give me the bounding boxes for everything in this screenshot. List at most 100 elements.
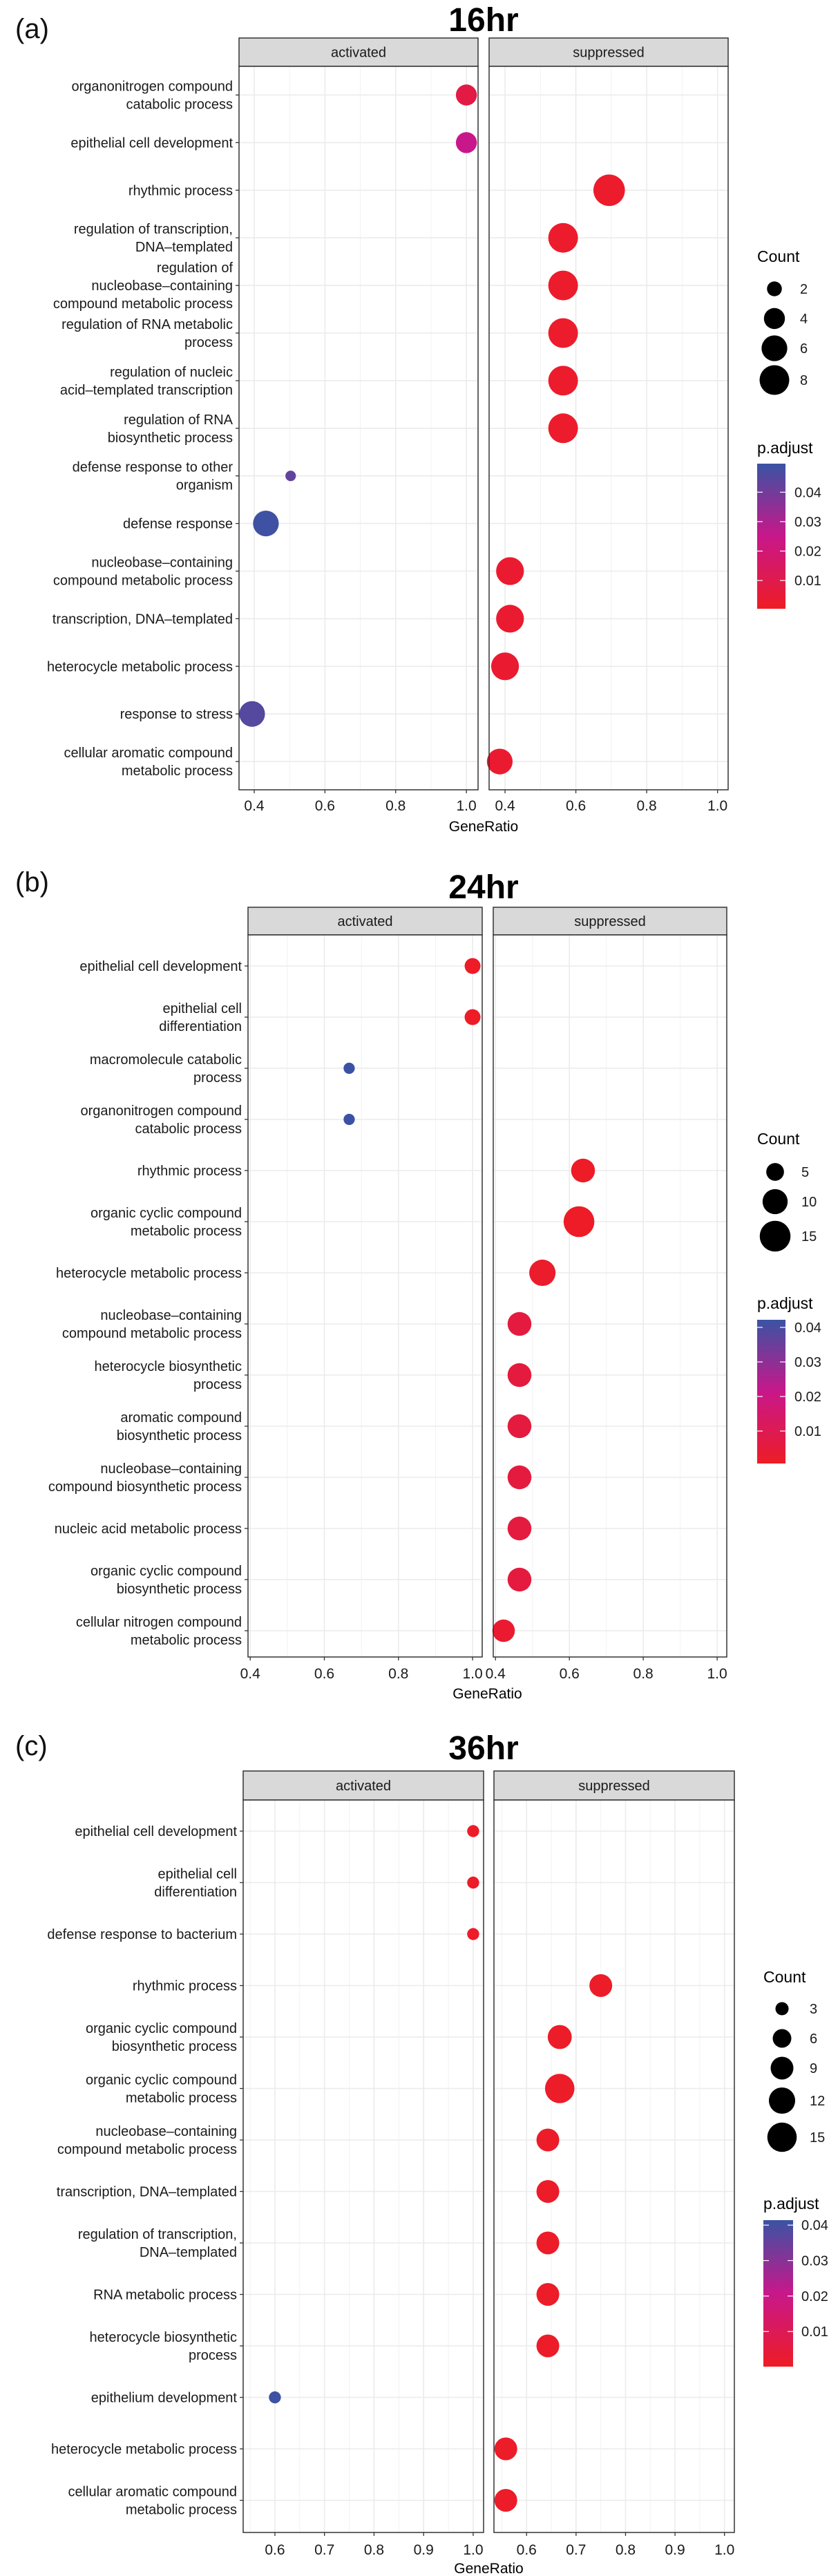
data-point bbox=[494, 2489, 517, 2512]
row-label: heterocycle metabolic process bbox=[56, 1266, 242, 1281]
count-legend-label: 12 bbox=[810, 2094, 825, 2109]
data-point bbox=[536, 2180, 560, 2203]
row-label: heterocycle metabolic process bbox=[51, 2442, 237, 2457]
x-tick-label: 0.4 bbox=[244, 798, 265, 814]
data-point bbox=[285, 471, 296, 482]
color-legend-label: 0.04 bbox=[794, 1320, 821, 1336]
row-label-line: process bbox=[193, 1070, 242, 1086]
row-label: transcription, DNA–templated bbox=[53, 612, 233, 627]
row-label-line: macromolecule catabolic bbox=[90, 1052, 242, 1068]
row-label-line: compound metabolic process bbox=[62, 1326, 242, 1341]
panel-background bbox=[243, 1800, 484, 2532]
row-label: nucleic acid metabolic process bbox=[55, 1522, 242, 1537]
row-label: epithelial cell differentiation bbox=[154, 1867, 237, 1900]
data-point bbox=[467, 1876, 479, 1889]
data-point bbox=[464, 1009, 481, 1025]
row-label: aromatic compound biosynthetic process bbox=[117, 1410, 242, 1443]
row-label: heterocycle biosynthetic process bbox=[95, 1359, 242, 1392]
x-tick-label: 1.0 bbox=[463, 2542, 483, 2558]
data-point bbox=[536, 2128, 560, 2152]
row-label-line: DNA–templated bbox=[140, 2245, 237, 2260]
legend: Count 5 10 15 p.adjust 0.04 0.03 0.02 0.01 bbox=[757, 1130, 821, 1464]
row-label: nucleobase–containing compound metabolic … bbox=[62, 1308, 242, 1341]
row-label: RNA metabolic process bbox=[93, 2288, 237, 2303]
color-legend-bar bbox=[757, 1320, 785, 1464]
row-label-line: organonitrogen compound bbox=[71, 79, 233, 95]
x-tick-label: 1.0 bbox=[707, 798, 727, 814]
panel-letter: (a) bbox=[15, 14, 49, 44]
row-label-line: epithelial cell development bbox=[79, 959, 242, 974]
x-tick-label: 0.9 bbox=[665, 2542, 685, 2558]
data-point bbox=[455, 84, 477, 106]
data-point bbox=[593, 174, 625, 207]
row-label-line: rhythmic process bbox=[137, 1164, 242, 1179]
row-label-line: regulation of RNA metabolic bbox=[61, 317, 233, 332]
panel-border bbox=[493, 1799, 735, 2533]
color-legend-bar bbox=[763, 2220, 793, 2367]
row-label-line: heterocycle metabolic process bbox=[56, 1266, 242, 1281]
row-label-line: transcription, DNA–templated bbox=[53, 612, 233, 627]
data-point bbox=[507, 1465, 532, 1490]
x-tick-label: 1.0 bbox=[714, 2542, 734, 2558]
row-label-line: organonitrogen compound bbox=[80, 1104, 242, 1119]
panel-24hr: (b) 24hr activated 0.4 0.6 0.8 1.0 suppressed 0.… bbox=[15, 867, 821, 1702]
data-point bbox=[548, 413, 578, 444]
row-label-line: defense response bbox=[123, 517, 233, 532]
row-label: transcription, DNA–templated bbox=[57, 2185, 237, 2200]
row-label-line: heterocycle metabolic process bbox=[47, 659, 233, 674]
row-label-line: organic cyclic compound bbox=[86, 2021, 237, 2036]
data-point bbox=[529, 1259, 556, 1287]
count-legend-dot bbox=[759, 365, 790, 395]
data-point bbox=[563, 1206, 595, 1238]
data-point bbox=[548, 270, 578, 301]
data-point bbox=[253, 510, 279, 537]
row-label: rhythmic process bbox=[133, 1979, 237, 1994]
count-legend-dot bbox=[767, 281, 782, 296]
color-legend-label: 0.04 bbox=[794, 485, 821, 500]
count-legend-label: 2 bbox=[800, 282, 808, 297]
data-point bbox=[547, 2025, 572, 2049]
row-label-line: biosynthetic process bbox=[112, 2039, 237, 2054]
row-label-line: nucleobase–containing bbox=[100, 1461, 242, 1477]
row-label: regulation of nucleic acid–templated tran… bbox=[60, 365, 233, 398]
row-label: epithelial cell development bbox=[70, 135, 233, 151]
row-label-line: epithelial cell development bbox=[70, 135, 233, 151]
x-tick-label: 0.4 bbox=[495, 798, 515, 814]
row-label: regulation of transcription, DNA–template… bbox=[74, 222, 233, 255]
color-legend-label: 0.01 bbox=[794, 574, 821, 589]
count-legend-label: 10 bbox=[801, 1195, 817, 1210]
row-label-line: process bbox=[184, 335, 233, 350]
x-tick-label: 0.6 bbox=[517, 2542, 537, 2558]
count-legend-label: 15 bbox=[810, 2130, 825, 2146]
panel-border bbox=[488, 66, 729, 790]
count-legend-title: Count bbox=[763, 1968, 806, 1986]
row-label-line: transcription, DNA–templated bbox=[57, 2185, 237, 2200]
row-label: cellular aromatic compound metabolic proc… bbox=[68, 2485, 237, 2518]
row-label-line: organic cyclic compound bbox=[86, 2073, 237, 2088]
panel-border bbox=[247, 934, 483, 1658]
data-point bbox=[571, 1158, 595, 1183]
row-label: organic cyclic compound metabolic process bbox=[90, 1206, 242, 1239]
row-label: nucleobase–containing compound biosynthet… bbox=[48, 1461, 242, 1495]
facet-strip bbox=[493, 907, 727, 936]
facet-strip-label: activated bbox=[336, 1779, 391, 1794]
data-point bbox=[548, 222, 578, 253]
count-legend-label: 6 bbox=[810, 2032, 817, 2047]
data-point bbox=[464, 958, 481, 974]
legend: Count 3 6 9 12 15 p.adjust 0.04 0.03 0.02 0.01 bbox=[763, 1968, 828, 2367]
row-label: regulation of nucleobase–containing compou… bbox=[53, 261, 234, 312]
data-point bbox=[343, 1113, 355, 1126]
row-label: organic cyclic compound biosynthetic proc… bbox=[86, 2021, 237, 2054]
facet-strip bbox=[247, 907, 483, 936]
panel-background bbox=[494, 1800, 734, 2532]
count-legend-label: 4 bbox=[800, 312, 808, 327]
panel-title: 16hr bbox=[448, 2, 518, 39]
data-point bbox=[589, 1974, 613, 1997]
count-legend-title: Count bbox=[757, 1130, 800, 1148]
color-legend-bar bbox=[757, 464, 785, 609]
row-label-line: metabolic process bbox=[126, 2503, 237, 2518]
count-legend-dot bbox=[763, 307, 785, 330]
data-point bbox=[455, 132, 477, 153]
